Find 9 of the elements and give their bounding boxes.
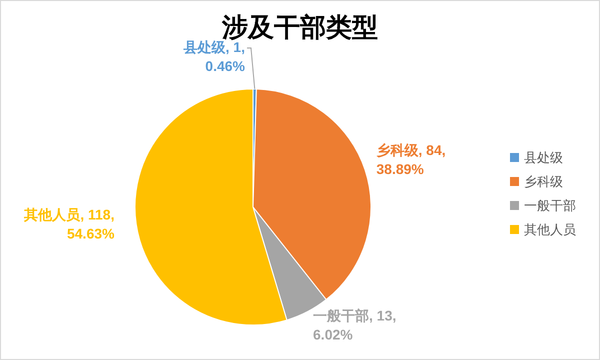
data-label: 其他人员, 118, 54.63% — [23, 206, 116, 242]
data-label: 县处级, 1, 0.46% — [182, 39, 246, 74]
chart-title: 涉及干部类型 — [221, 12, 378, 42]
data-label: 乡科级, 84, 38.89% — [376, 142, 446, 177]
data-label: 一般干部, 13, 6.02% — [313, 308, 396, 343]
legend-label: 县处级 — [524, 150, 563, 165]
legend-label: 一般干部 — [524, 198, 576, 213]
legend-label: 乡科级 — [524, 174, 563, 189]
legend-label: 其他人员 — [524, 222, 576, 237]
